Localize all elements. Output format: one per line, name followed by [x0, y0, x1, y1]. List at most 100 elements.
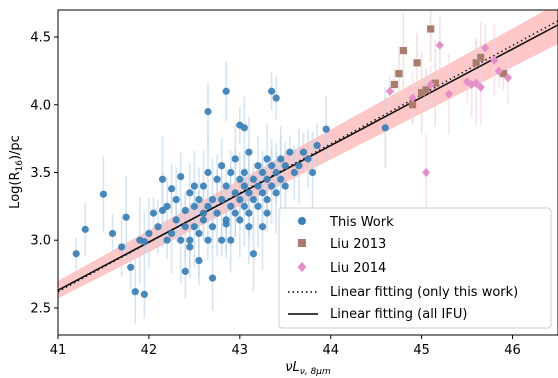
point-this-work	[154, 223, 162, 231]
point-this-work	[181, 206, 189, 215]
point-this-work	[213, 209, 221, 217]
point-liu-2014	[385, 86, 394, 96]
y-axis-label: Log(R16)/pc	[8, 135, 25, 209]
point-this-work	[213, 175, 221, 183]
point-liu-2013	[477, 53, 485, 61]
point-this-work	[249, 250, 258, 258]
data-points	[72, 25, 512, 298]
point-this-work	[272, 94, 280, 102]
point-this-work	[272, 168, 280, 177]
point-this-work	[295, 162, 303, 170]
point-this-work	[231, 209, 239, 217]
x-tick-label: 43	[232, 343, 249, 358]
point-this-work	[381, 124, 389, 132]
point-this-work	[168, 229, 176, 238]
point-this-work	[172, 216, 180, 224]
legend-label-liu-2014: Liu 2014	[330, 261, 386, 276]
y-tick-label: 2.5	[30, 301, 51, 316]
point-this-work	[236, 175, 244, 183]
point-this-work	[245, 148, 253, 156]
legend-box	[278, 207, 552, 329]
point-this-work	[218, 162, 226, 170]
point-this-work	[286, 148, 294, 156]
point-liu-2014	[426, 79, 435, 89]
x-tick-label: 46	[504, 343, 521, 358]
point-this-work	[258, 189, 267, 197]
point-liu-2014	[476, 82, 485, 92]
x-tick-label: 41	[50, 343, 67, 358]
point-this-work	[322, 125, 330, 133]
point-this-work	[231, 189, 239, 197]
point-this-work	[204, 236, 212, 244]
point-this-work	[186, 189, 194, 197]
point-this-work	[236, 195, 244, 204]
point-liu-2013	[422, 86, 430, 94]
point-liu-2014	[435, 40, 444, 50]
point-this-work	[195, 256, 203, 265]
point-this-work	[199, 209, 208, 217]
point-this-work	[72, 250, 80, 258]
point-this-work	[190, 223, 198, 231]
point-this-work	[218, 236, 226, 244]
point-this-work	[190, 202, 198, 210]
point-liu-2014	[490, 55, 499, 65]
point-this-work	[308, 168, 317, 177]
legend-label-fit-this-work: Linear fitting (only this work)	[330, 285, 518, 300]
y-tick-label: 4.0	[30, 98, 51, 113]
point-this-work	[222, 220, 230, 228]
point-liu-2013	[418, 89, 426, 97]
legend-marker-liu-2013	[298, 239, 306, 247]
point-this-work	[131, 288, 139, 296]
point-this-work	[118, 243, 126, 251]
point-liu-2013	[390, 80, 398, 89]
point-this-work	[231, 155, 239, 163]
point-this-work	[186, 236, 194, 244]
point-this-work	[263, 195, 271, 204]
point-this-work	[254, 182, 262, 190]
point-this-work	[281, 162, 289, 170]
point-this-work	[186, 243, 194, 251]
point-this-work	[245, 209, 253, 217]
point-this-work	[263, 175, 271, 183]
y-tick-label: 3.5	[30, 166, 51, 181]
point-liu-2013	[413, 59, 421, 67]
point-this-work	[245, 223, 253, 231]
point-this-work	[281, 182, 289, 190]
point-this-work	[313, 141, 321, 150]
point-this-work	[181, 267, 189, 275]
legend-label-fit-all: Linear fitting (all IFU)	[330, 307, 467, 322]
point-this-work	[299, 148, 308, 156]
legend-label-this-work: This Work	[329, 215, 394, 230]
point-this-work	[208, 195, 217, 204]
point-this-work	[177, 236, 185, 244]
point-this-work	[204, 168, 212, 177]
point-this-work	[195, 229, 203, 238]
point-this-work	[149, 209, 158, 217]
point-liu-2013	[472, 59, 480, 67]
point-liu-2014	[408, 93, 417, 103]
point-this-work	[272, 189, 280, 197]
point-this-work	[268, 182, 276, 190]
point-this-work	[240, 202, 248, 210]
point-this-work	[227, 168, 235, 177]
point-this-work	[254, 202, 262, 210]
point-this-work	[277, 175, 285, 183]
point-this-work	[127, 263, 135, 271]
point-this-work	[268, 162, 276, 170]
point-this-work	[236, 216, 244, 224]
point-this-work	[263, 209, 271, 217]
point-this-work	[245, 189, 253, 197]
legend-label-liu-2013: Liu 2013	[330, 237, 386, 252]
point-liu-2013	[431, 79, 439, 87]
x-axis-label: νLν, 8μm	[285, 360, 331, 377]
point-this-work	[208, 274, 217, 282]
point-this-work	[199, 182, 208, 190]
point-this-work	[254, 162, 262, 170]
point-liu-2013	[499, 70, 508, 78]
point-liu-2013	[427, 25, 435, 33]
point-this-work	[140, 237, 148, 246]
point-this-work	[249, 195, 258, 204]
point-this-work	[208, 223, 217, 231]
point-this-work	[145, 229, 153, 238]
